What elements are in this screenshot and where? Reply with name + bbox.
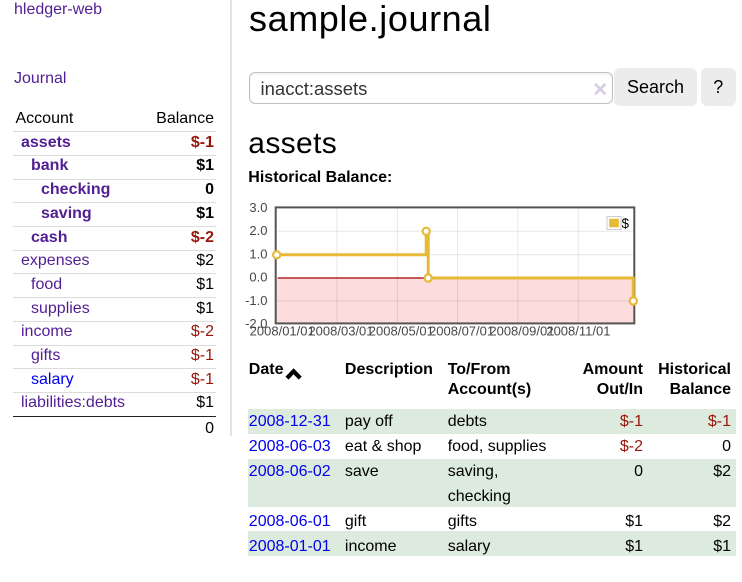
svg-text:0.0: 0.0 <box>249 270 267 285</box>
svg-text:3.0: 3.0 <box>249 200 267 215</box>
svg-text:2008/03/01: 2008/03/01 <box>308 324 373 339</box>
svg-text:2008/01/01: 2008/01/01 <box>250 324 315 339</box>
svg-text:2008/11/01: 2008/11/01 <box>546 324 610 339</box>
svg-text:1.0: 1.0 <box>249 246 267 261</box>
svg-text:2008/05/01: 2008/05/01 <box>369 324 434 339</box>
svg-text:-1.0: -1.0 <box>245 293 267 308</box>
svg-text:2.0: 2.0 <box>249 223 267 238</box>
svg-text:2008/09/01: 2008/09/01 <box>489 324 554 339</box>
svg-text:$: $ <box>622 216 630 231</box>
svg-text:-2.0: -2.0 <box>245 316 267 331</box>
svg-text:2008/07/01: 2008/07/01 <box>429 324 494 339</box>
